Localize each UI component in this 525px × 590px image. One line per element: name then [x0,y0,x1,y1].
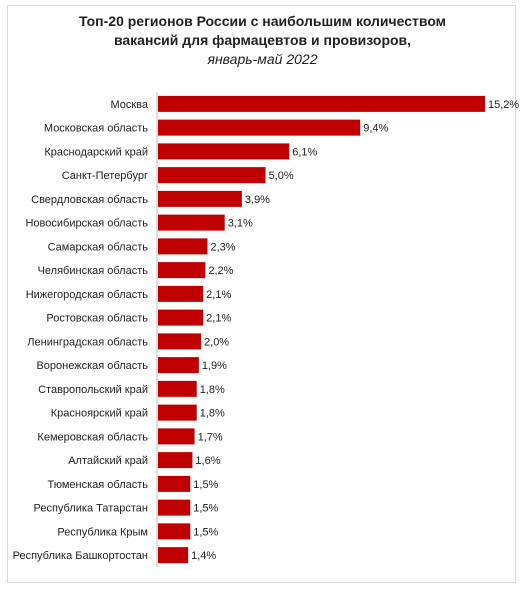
category-label: Московская область [44,123,148,135]
data-label: 1,5% [193,479,218,491]
data-label: 9,4% [363,123,388,135]
chart-title: Топ-20 регионов России с наибольшим коли… [0,12,525,69]
data-label: 1,7% [198,431,223,443]
category-label: Ставропольский край [38,384,148,396]
category-label: Новосибирская область [25,218,148,230]
bar [158,214,225,231]
data-label: 1,9% [202,360,227,372]
data-label: 1,5% [193,526,218,538]
category-label: Республика Татарстан [33,503,148,515]
category-label: Нижегородская область [26,289,149,301]
data-label: 2,2% [208,265,233,277]
category-label: Алтайский край [68,455,148,467]
data-label: 1,8% [200,384,225,396]
bar [158,404,197,421]
bar [158,262,206,279]
category-label: Ростовская область [46,313,148,325]
bar [158,167,266,184]
category-label: Кемеровская область [37,431,148,443]
bar [158,428,195,445]
bar [158,95,485,112]
category-label: Краснодарский край [44,146,148,158]
data-label: 5,0% [269,170,294,182]
data-label: 2,3% [210,241,235,253]
bar [158,285,204,302]
category-label: Ленинградская область [27,336,148,348]
data-label: 1,8% [200,408,225,420]
category-label: Тюменская область [47,479,148,491]
bar [158,475,191,492]
data-label: 6,1% [292,146,317,158]
bar [158,119,361,136]
bar [158,499,191,516]
data-label: 2,1% [206,313,231,325]
data-label: 1,6% [195,455,220,467]
category-label: Москва [110,99,148,111]
bar [158,357,199,374]
data-label: 2,0% [204,336,229,348]
data-label: 15,2% [488,99,519,111]
chart-title-line1: Топ-20 регионов России с наибольшим коли… [78,13,447,29]
data-label: 1,4% [191,550,216,562]
category-label: Челябинская область [38,265,149,277]
bar [158,380,197,397]
category-label: Красноярский край [51,408,148,420]
data-label: 3,9% [245,194,270,206]
data-label: 1,5% [193,503,218,515]
data-label: 3,1% [228,218,253,230]
bar [158,143,290,160]
data-label: 2,1% [206,289,231,301]
category-label: Самарская область [48,241,149,253]
category-label: Республика Крым [57,526,148,538]
bar [158,452,193,469]
category-label: Свердловская область [31,194,148,206]
bar [158,238,208,255]
category-label: Республика Башкортостан [13,550,148,562]
bar [158,190,242,207]
chart-subtitle: январь-май 2022 [207,51,318,67]
chart-title-line2: вакансий для фармацевтов и провизоров, [113,32,412,48]
category-label: Воронежская область [36,360,148,372]
bar [158,547,189,564]
category-label: Санкт-Петербург [62,170,148,182]
bar [158,309,204,326]
bar [158,333,202,350]
bar [158,523,191,540]
